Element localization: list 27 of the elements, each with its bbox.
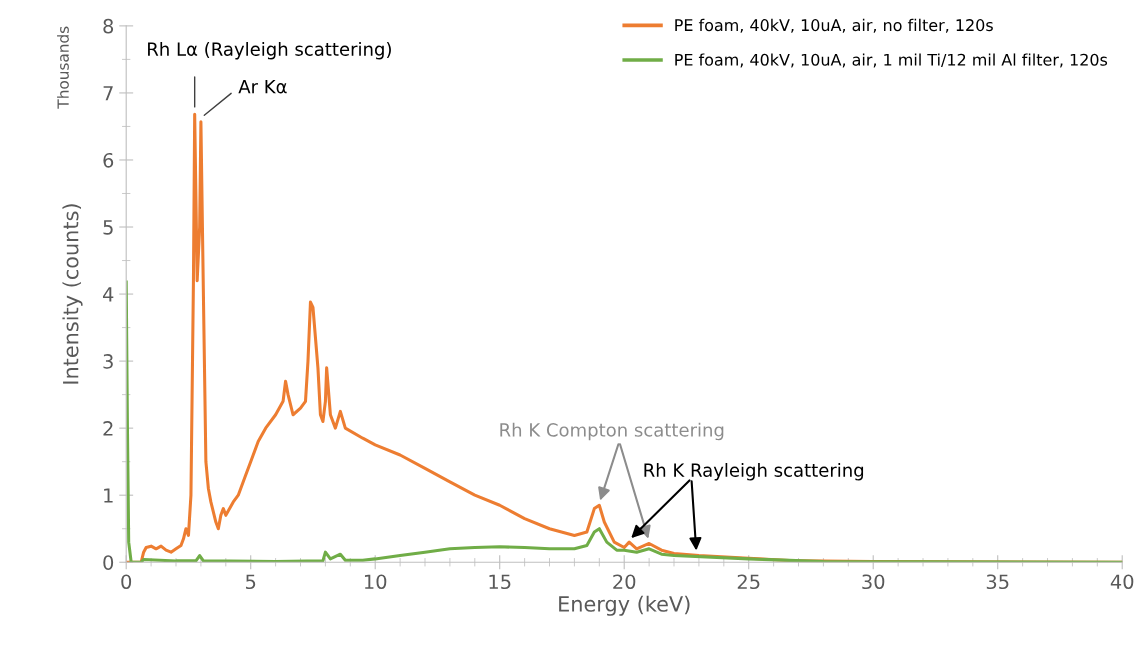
- y-tick-label: 6: [103, 152, 114, 168]
- y-tick-label: 3: [103, 354, 113, 369]
- legend-label: PE foam, 40kV, 10uA, air, 1 mil Ti/12 mil Al filter, 120s: [675, 53, 1108, 68]
- x-tick-label: 25: [737, 574, 760, 590]
- x-tick-label: 5: [246, 574, 256, 590]
- x-tick-label: 30: [862, 574, 885, 590]
- annotation: Rh K Compton scattering: [500, 422, 724, 441]
- annotation: Rh K Rayleigh scattering: [644, 462, 864, 481]
- legend-label: PE foam, 40kV, 10uA, air, no filter, 120s: [675, 18, 993, 33]
- y-tick-label: 2: [103, 421, 113, 436]
- y-tick-label: 4: [102, 287, 114, 302]
- x-tick-label: 20: [613, 574, 636, 590]
- annotation: Rh Lα (Rayleigh scattering): [148, 41, 391, 60]
- x-tick-label: 35: [986, 574, 1009, 590]
- x-tick-label: 40: [1110, 574, 1134, 590]
- x-axis-title: Energy (keV): [559, 595, 690, 616]
- annotation: Ar Kα: [238, 80, 287, 94]
- y-tick-label: 5: [103, 220, 113, 235]
- y-tick-label: 8: [103, 18, 114, 34]
- x-tick-label: 10: [364, 574, 387, 590]
- x-tick-label: 0: [121, 574, 132, 590]
- y-tick-label: 0: [103, 555, 114, 570]
- y-tick-label: 7: [103, 86, 113, 101]
- y-tick-label: 1: [104, 488, 113, 503]
- text: Thousands: [57, 26, 69, 109]
- y-axis-title: Intensity (counts): [62, 204, 83, 384]
- x-tick-label: 15: [489, 574, 511, 590]
